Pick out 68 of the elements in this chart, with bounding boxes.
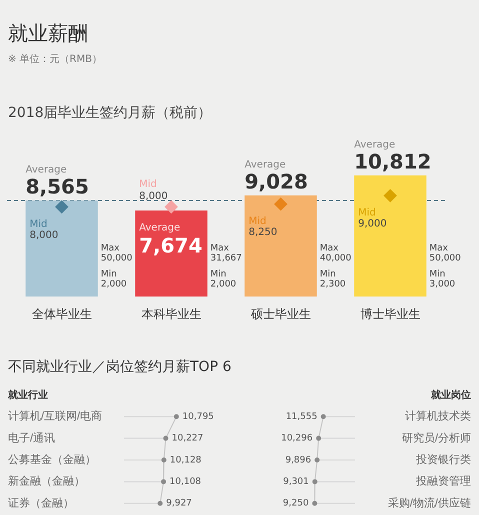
annotation: Min 2,300 [320,270,346,290]
point [174,414,179,420]
data-label: 9,000 [358,218,387,230]
y-axis-title: 就业岗位 [431,388,471,402]
data-label: 8,000 [30,230,58,241]
data-label: 9,250 [282,498,309,509]
y-tick-label: 计算机/互联网/电商 [8,410,102,423]
point [320,414,326,420]
x-tick-label: 硕士毕业生 [250,307,311,322]
series-label: Average [139,222,180,234]
text: ※ 单位：元（RMB） [8,52,102,66]
text: Mid [358,208,376,219]
y-tick-label: 研究员/分析师 [402,431,471,444]
data-label: 10,812 [354,149,432,174]
point [312,479,318,484]
text: Mid [139,178,157,190]
data-label: 10,128 [170,455,202,466]
text: Mid [248,216,266,228]
annotation: Max 31,667 [210,244,242,264]
annotation: Min 2,000 [210,270,236,290]
annotation: Min 3,000 [429,270,456,290]
data-label: 9,301 [283,477,309,488]
y-axis-title: 就业行业 [8,388,48,402]
data-label: 8,000 [139,190,168,202]
data-label: 11,555 [286,412,318,422]
data-label: 9,028 [244,169,308,194]
data-label: 7,674 [139,234,202,258]
data-label: 9,927 [166,498,192,509]
data-label: 8,250 [248,227,278,238]
x-tick-label: 本科毕业生 [141,307,202,322]
annotation: Max 50,000 [100,244,133,264]
text: Average [244,159,286,170]
chart-title: 不同就业行业／岗位签约月薪TOP 6 [8,358,232,376]
bar [354,175,426,297]
data-label: 10,108 [170,477,202,488]
chart-subtitle: 2018届毕业生签约月薪（税前） [8,104,212,122]
point [158,500,163,506]
point [314,458,320,462]
y-tick-label: 公募基金（金融） [8,453,96,466]
chart-title: 就业薪酬 [8,20,88,47]
text: Average [354,139,396,150]
y-tick-label: 证券（金融） [8,496,74,510]
annotation: Min 2,000 [100,270,127,290]
bar [244,195,317,297]
point [316,436,322,441]
data-label: 10,227 [172,434,204,444]
point [163,436,168,441]
bar [135,210,208,297]
annotation: Max 50,000 [429,244,462,264]
x-tick-label: 全体毕业生 [32,307,92,322]
y-tick-label: 电子/通讯 [8,431,56,444]
y-tick-label: 计算机技术类 [405,410,471,423]
y-tick-label: 新金融（金融） [8,474,85,488]
y-tick-label: 投融资管理 [415,476,471,488]
x-tick-label: 博士毕业生 [360,307,420,322]
data-label: 9,896 [285,455,312,466]
bar [26,200,98,297]
y-tick-label: 采购/物流/供应链 [388,496,471,510]
y-tick-label: 投资银行类 [415,453,471,466]
point [161,458,166,462]
data-label: 10,296 [281,434,313,444]
data-label: 10,795 [182,412,214,422]
data-label: 8,565 [26,174,89,199]
point [312,500,318,506]
text: Average [26,164,67,176]
annotation: Max 40,000 [320,244,352,264]
point [161,479,166,484]
series-label: Mid [30,218,48,230]
